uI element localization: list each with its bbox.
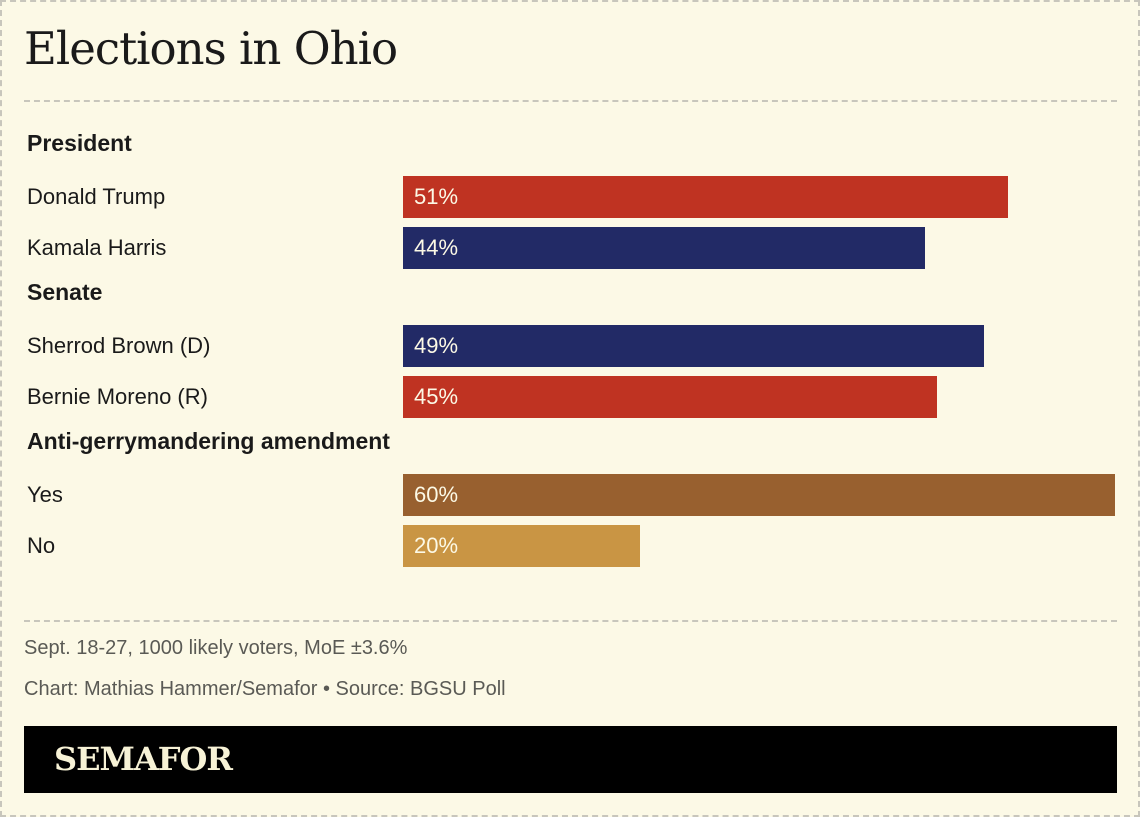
group-heading: President bbox=[27, 130, 132, 156]
chart-title: Elections in Ohio bbox=[24, 22, 398, 75]
bar-label: Sherrod Brown (D) bbox=[27, 333, 211, 358]
bar-label: No bbox=[27, 533, 56, 558]
bar: 49% bbox=[403, 325, 985, 367]
divider bbox=[24, 620, 1117, 622]
bar-value-label: 60% bbox=[414, 482, 459, 507]
footer-bar: SEMAFOR bbox=[24, 726, 1117, 793]
bar: 45% bbox=[403, 376, 937, 418]
group-heading: Senate bbox=[27, 279, 103, 305]
sample-note: Sept. 18-27, 1000 likely voters, MoE ±3.… bbox=[24, 637, 408, 659]
group-heading: Anti-gerrymandering amendment bbox=[27, 428, 390, 454]
bar: 60% bbox=[403, 474, 1115, 516]
bar-value-label: 51% bbox=[414, 184, 459, 209]
bar: 44% bbox=[403, 227, 926, 269]
bar-label: Yes bbox=[27, 482, 63, 507]
divider bbox=[24, 100, 1117, 102]
credit-note: Chart: Mathias Hammer/Semafor • Source: … bbox=[24, 678, 506, 700]
semafor-logo: SEMAFOR bbox=[54, 740, 233, 778]
bar: 20% bbox=[403, 525, 641, 567]
bar-value-label: 20% bbox=[414, 533, 459, 558]
bar-value-label: 49% bbox=[414, 333, 459, 358]
bar-value-label: 45% bbox=[414, 384, 459, 409]
bar-label: Bernie Moreno (R) bbox=[27, 384, 208, 409]
bar-value-label: 44% bbox=[414, 235, 459, 260]
bar: 51% bbox=[403, 176, 1009, 218]
bar-label: Kamala Harris bbox=[27, 235, 167, 260]
bar-label: Donald Trump bbox=[27, 184, 166, 209]
